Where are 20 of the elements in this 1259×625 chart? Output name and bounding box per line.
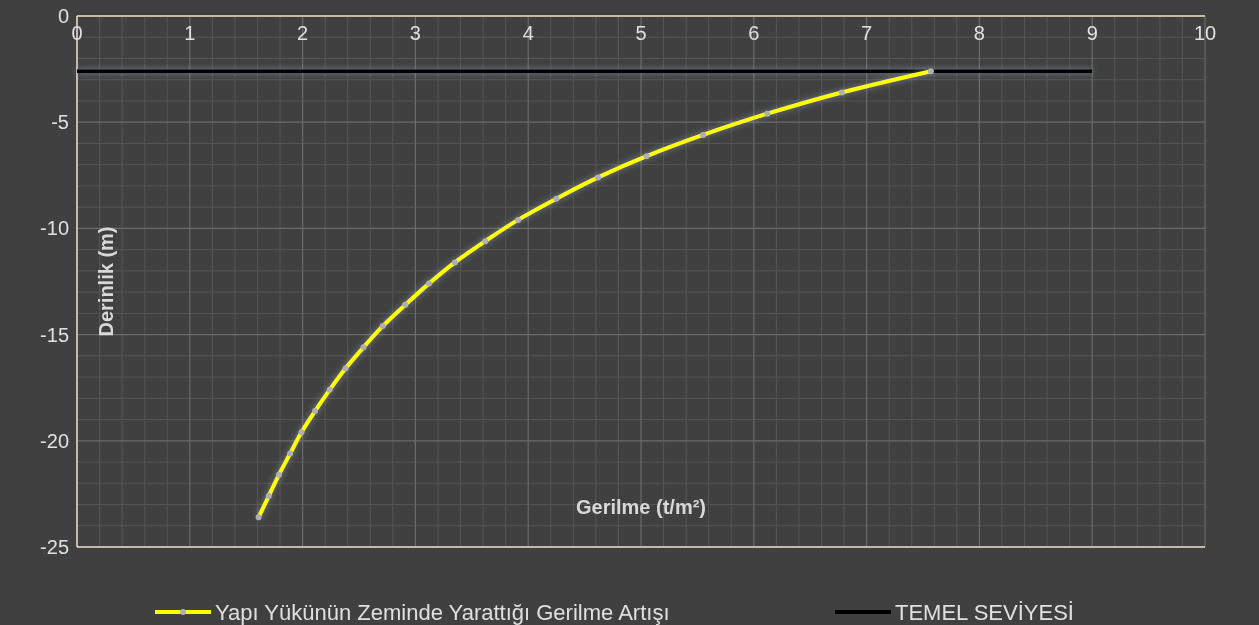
x-tick-label: 2: [297, 22, 309, 44]
y-tick-label: 0: [57, 5, 69, 27]
y-tick-label: -25: [40, 536, 69, 558]
x-tick-label: 7: [861, 22, 873, 44]
legend-label: TEMEL SEVİYESİ: [895, 600, 1074, 625]
x-tick-label: 3: [409, 22, 421, 44]
y-tick-label: -5: [51, 111, 69, 134]
x-tick-label: 10: [1193, 22, 1217, 44]
x-tick-label: 9: [1086, 22, 1098, 44]
x-tick-label: 5: [635, 22, 647, 44]
y-axis-title: Derinlik (m): [95, 226, 117, 337]
x-tick-label: 8: [973, 22, 985, 44]
y-tick-label: -10: [40, 217, 69, 240]
y-tick-label: -20: [40, 429, 69, 452]
legend-label: Yapı Yükünün Zeminde Yarattığı Gerilme Artışı: [215, 600, 670, 625]
x-tick-label: 4: [522, 22, 534, 44]
y-tick-label: -15: [40, 323, 69, 346]
x-tick-label: 6: [748, 22, 760, 44]
x-tick-label: 1: [184, 22, 196, 44]
x-axis-title: Gerilme (t/m²): [575, 496, 707, 518]
